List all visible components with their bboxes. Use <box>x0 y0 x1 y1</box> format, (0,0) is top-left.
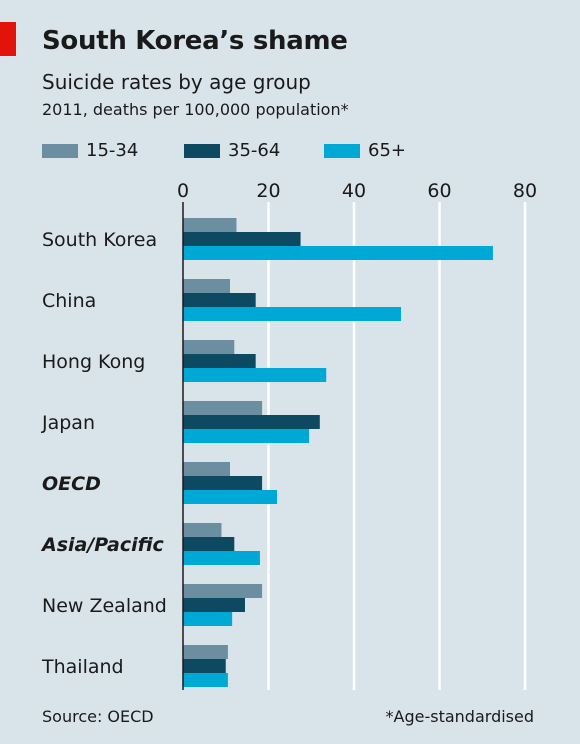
bar-thailand-65plus <box>183 673 228 687</box>
bar-hong-kong-65plus <box>183 368 327 382</box>
bar-south-korea-65plus <box>183 246 493 260</box>
chart-title: South Korea’s shame <box>42 26 348 56</box>
legend-swatch-15-34 <box>42 144 78 158</box>
bar-oecd-65plus <box>183 490 278 504</box>
bar-hong-kong-35-64 <box>183 354 256 368</box>
bar-new-zealand-65plus <box>183 612 233 626</box>
bar-thailand-15-34 <box>183 645 228 659</box>
category-label-hong-kong: Hong Kong <box>42 351 145 373</box>
bar-asia-pacific-15-34 <box>183 523 222 537</box>
bar-china-65plus <box>183 307 402 321</box>
bar-south-korea-35-64 <box>183 232 301 246</box>
legend-label-15-34: 15-34 <box>86 140 139 161</box>
category-label-oecd: OECD <box>42 473 101 495</box>
bar-japan-15-34 <box>183 401 263 415</box>
bar-asia-pacific-35-64 <box>183 537 235 551</box>
bar-new-zealand-35-64 <box>183 598 245 612</box>
x-tick-label-80: 80 <box>513 180 537 202</box>
bar-asia-pacific-65plus <box>183 551 260 565</box>
bar-china-15-34 <box>183 279 231 293</box>
chart-subtitle: Suicide rates by age group <box>42 70 311 94</box>
bar-oecd-15-34 <box>183 462 231 476</box>
bar-china-35-64 <box>183 293 256 307</box>
brand-red-tag <box>0 22 16 56</box>
x-tick-label-60: 60 <box>427 180 451 202</box>
legend-label-65-plus: 65+ <box>368 140 406 161</box>
legend-swatch-65-plus <box>324 144 360 158</box>
bar-thailand-35-64 <box>183 659 226 673</box>
category-label-new-zealand: New Zealand <box>42 595 167 617</box>
source-note: Source: OECD <box>42 707 154 726</box>
x-tick-label-20: 20 <box>256 180 280 202</box>
x-tick-label-40: 40 <box>342 180 366 202</box>
bar-japan-65plus <box>183 429 310 443</box>
category-label-thailand: Thailand <box>41 656 124 678</box>
bar-hong-kong-15-34 <box>183 340 235 354</box>
category-label-south-korea: South Korea <box>42 229 157 251</box>
legend-swatch-35-64 <box>184 144 220 158</box>
bar-new-zealand-15-34 <box>183 584 263 598</box>
category-label-china: China <box>42 290 96 312</box>
bar-japan-35-64 <box>183 415 320 429</box>
bar-oecd-35-64 <box>183 476 263 490</box>
category-label-japan: Japan <box>41 412 95 434</box>
chart-note: 2011, deaths per 100,000 population* <box>42 100 349 119</box>
x-tick-label-0: 0 <box>177 180 189 202</box>
category-label-asia-pacific: Asia/Pacific <box>40 534 165 556</box>
legend-label-35-64: 35-64 <box>228 140 281 161</box>
bar-south-korea-15-34 <box>183 218 237 232</box>
footnote: *Age-standardised <box>385 707 534 726</box>
